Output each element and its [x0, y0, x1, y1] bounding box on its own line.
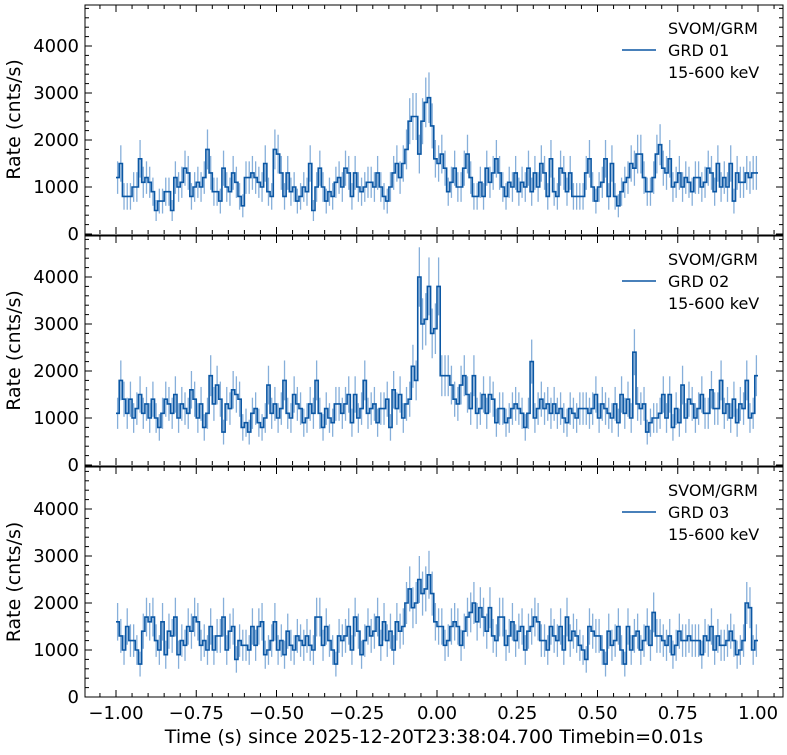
- x-tick-label: −1.00: [88, 703, 143, 724]
- x-tick-label: 0.25: [497, 703, 537, 724]
- y-tick-label: 4000: [33, 267, 79, 288]
- y-tick-label: 2000: [33, 361, 79, 382]
- y-axis-label: Rate (cnts/s): [3, 290, 25, 411]
- axes-frame: [84, 235, 784, 467]
- rate-step-line: [116, 574, 758, 665]
- legend-text: SVOM/GRM: [668, 250, 758, 269]
- y-axis-label: Rate (cnts/s): [3, 59, 25, 180]
- legend-text: GRD 02: [668, 272, 729, 291]
- legend: SVOM/GRM GRD 03 15-600 keV: [622, 481, 759, 544]
- legend-text: SVOM/GRM: [668, 481, 758, 500]
- y-tick-label: 4000: [33, 36, 79, 57]
- y-tick-label: 3000: [33, 546, 79, 567]
- rate-step-line: [116, 276, 758, 433]
- y-axis-label: Rate (cnts/s): [3, 522, 25, 643]
- axes-frame: [84, 4, 784, 236]
- y-tick-label: 3000: [33, 314, 79, 335]
- x-axis-label: Time (s) since 2025-12-20T23:38:04.700 T…: [164, 726, 703, 748]
- y-tick-label: 1000: [33, 640, 79, 661]
- panel-2: 0 1000 2000 3000 4000 Rate (cnts/s) SVOM/GRM GR…: [3, 235, 784, 476]
- error-bars: [116, 72, 758, 222]
- legend-text: 15-600 keV: [668, 294, 759, 313]
- legend: SVOM/GRM GRD 02 15-600 keV: [622, 250, 759, 313]
- y-tick-label: 3000: [33, 83, 79, 104]
- y-tick-label: 2000: [33, 593, 79, 614]
- y-tick-label: 2000: [33, 130, 79, 151]
- legend-text: 15-600 keV: [668, 63, 759, 82]
- y-tick-label: 1000: [33, 408, 79, 429]
- y-tick-label: 0: [68, 455, 79, 476]
- x-tick-label: −0.50: [249, 703, 304, 724]
- x-tick-label: 0.50: [577, 703, 617, 724]
- y-tick-label: 1000: [33, 177, 79, 198]
- axes-frame: [84, 466, 784, 698]
- y-tick-label: 0: [68, 224, 79, 245]
- panel-3: 0 1000 2000 3000 4000 Rate (cnts/s) SVOM/GRM GR…: [3, 466, 784, 708]
- error-bars: [116, 550, 758, 677]
- panel-1: 0 1000 2000 3000 4000 Rate (cnts/s) SVOM/GRM GR…: [3, 4, 784, 245]
- legend-text: GRD 01: [668, 41, 729, 60]
- legend-text: SVOM/GRM: [668, 19, 758, 38]
- legend-text: 15-600 keV: [668, 525, 759, 544]
- error-bars: [116, 247, 758, 445]
- x-tick-label: 0.00: [417, 703, 457, 724]
- x-tick-label: 1.00: [738, 703, 778, 724]
- x-tick-label: −0.75: [169, 703, 224, 724]
- y-tick-label: 0: [68, 687, 79, 708]
- y-tick-label: 4000: [33, 499, 79, 520]
- x-tick-label: −0.25: [329, 703, 384, 724]
- rate-step-line: [116, 96, 758, 212]
- x-tick-label: 0.75: [658, 703, 698, 724]
- legend-text: GRD 03: [668, 503, 729, 522]
- legend: SVOM/GRM GRD 01 15-600 keV: [622, 19, 759, 82]
